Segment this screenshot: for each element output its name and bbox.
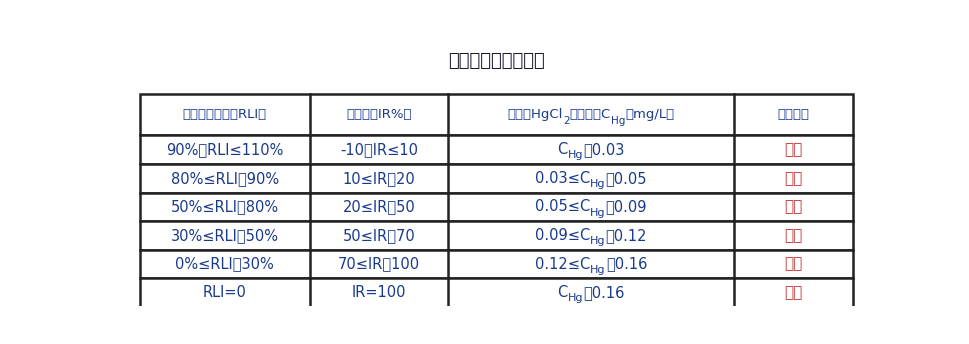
- Text: 等当的HgCl: 等当的HgCl: [508, 108, 563, 121]
- Text: ＜0.05: ＜0.05: [606, 171, 647, 186]
- Text: 无毒: 无毒: [785, 142, 802, 157]
- Text: ＜0.03: ＜0.03: [583, 142, 625, 157]
- Text: Hg: Hg: [568, 150, 583, 160]
- Text: 氯化汞表达样品毒性: 氯化汞表达样品毒性: [449, 52, 545, 70]
- Text: 相对发光强度（RLI）: 相对发光强度（RLI）: [183, 108, 266, 121]
- Text: RLI=0: RLI=0: [203, 285, 247, 300]
- Text: 30%≤RLI＜50%: 30%≤RLI＜50%: [171, 228, 279, 243]
- Text: 高毒: 高毒: [785, 257, 802, 271]
- Text: 溶液浓度C: 溶液浓度C: [570, 108, 611, 121]
- Text: Hg: Hg: [590, 236, 606, 246]
- Text: 70≤IR＜100: 70≤IR＜100: [338, 257, 420, 271]
- Text: 50≤IR＜70: 50≤IR＜70: [343, 228, 416, 243]
- Text: 低毒: 低毒: [785, 171, 802, 186]
- Text: Hg: Hg: [590, 208, 606, 218]
- Text: Hg: Hg: [568, 293, 583, 303]
- Text: 20≤IR＜50: 20≤IR＜50: [343, 199, 416, 214]
- Text: 2: 2: [563, 116, 570, 126]
- Text: 50%≤RLI＜80%: 50%≤RLI＜80%: [171, 199, 279, 214]
- Text: IR=100: IR=100: [352, 285, 406, 300]
- Text: Hg: Hg: [590, 265, 606, 275]
- Text: 重毒: 重毒: [785, 228, 802, 243]
- Text: 毒性级别: 毒性级别: [777, 108, 809, 121]
- Text: 0.12≤C: 0.12≤C: [535, 257, 590, 271]
- Text: ＞0.16: ＞0.16: [583, 285, 625, 300]
- Text: Hg: Hg: [611, 116, 625, 126]
- Text: 0.05≤C: 0.05≤C: [535, 199, 590, 214]
- Text: C: C: [557, 285, 568, 300]
- Text: 10≤IR＜20: 10≤IR＜20: [343, 171, 416, 186]
- Text: 剧毒: 剧毒: [785, 285, 802, 300]
- Text: 0%≤RLI＜30%: 0%≤RLI＜30%: [175, 257, 274, 271]
- Text: 抑制率（IR%）: 抑制率（IR%）: [346, 108, 412, 121]
- Text: ＜0.12: ＜0.12: [606, 228, 647, 243]
- Text: ＜0.16: ＜0.16: [606, 257, 647, 271]
- Text: Hg: Hg: [590, 179, 606, 189]
- Text: 80%≤RLI＜90%: 80%≤RLI＜90%: [171, 171, 279, 186]
- Text: 0.03≤C: 0.03≤C: [535, 171, 590, 186]
- Text: 中毒: 中毒: [785, 199, 802, 214]
- Text: -10＜IR≤10: -10＜IR≤10: [340, 142, 418, 157]
- Text: ＜0.09: ＜0.09: [606, 199, 647, 214]
- Text: C: C: [557, 142, 568, 157]
- Text: （mg/L）: （mg/L）: [625, 108, 674, 121]
- Text: 90%＜RLI≤110%: 90%＜RLI≤110%: [166, 142, 283, 157]
- Text: 0.09≤C: 0.09≤C: [535, 228, 590, 243]
